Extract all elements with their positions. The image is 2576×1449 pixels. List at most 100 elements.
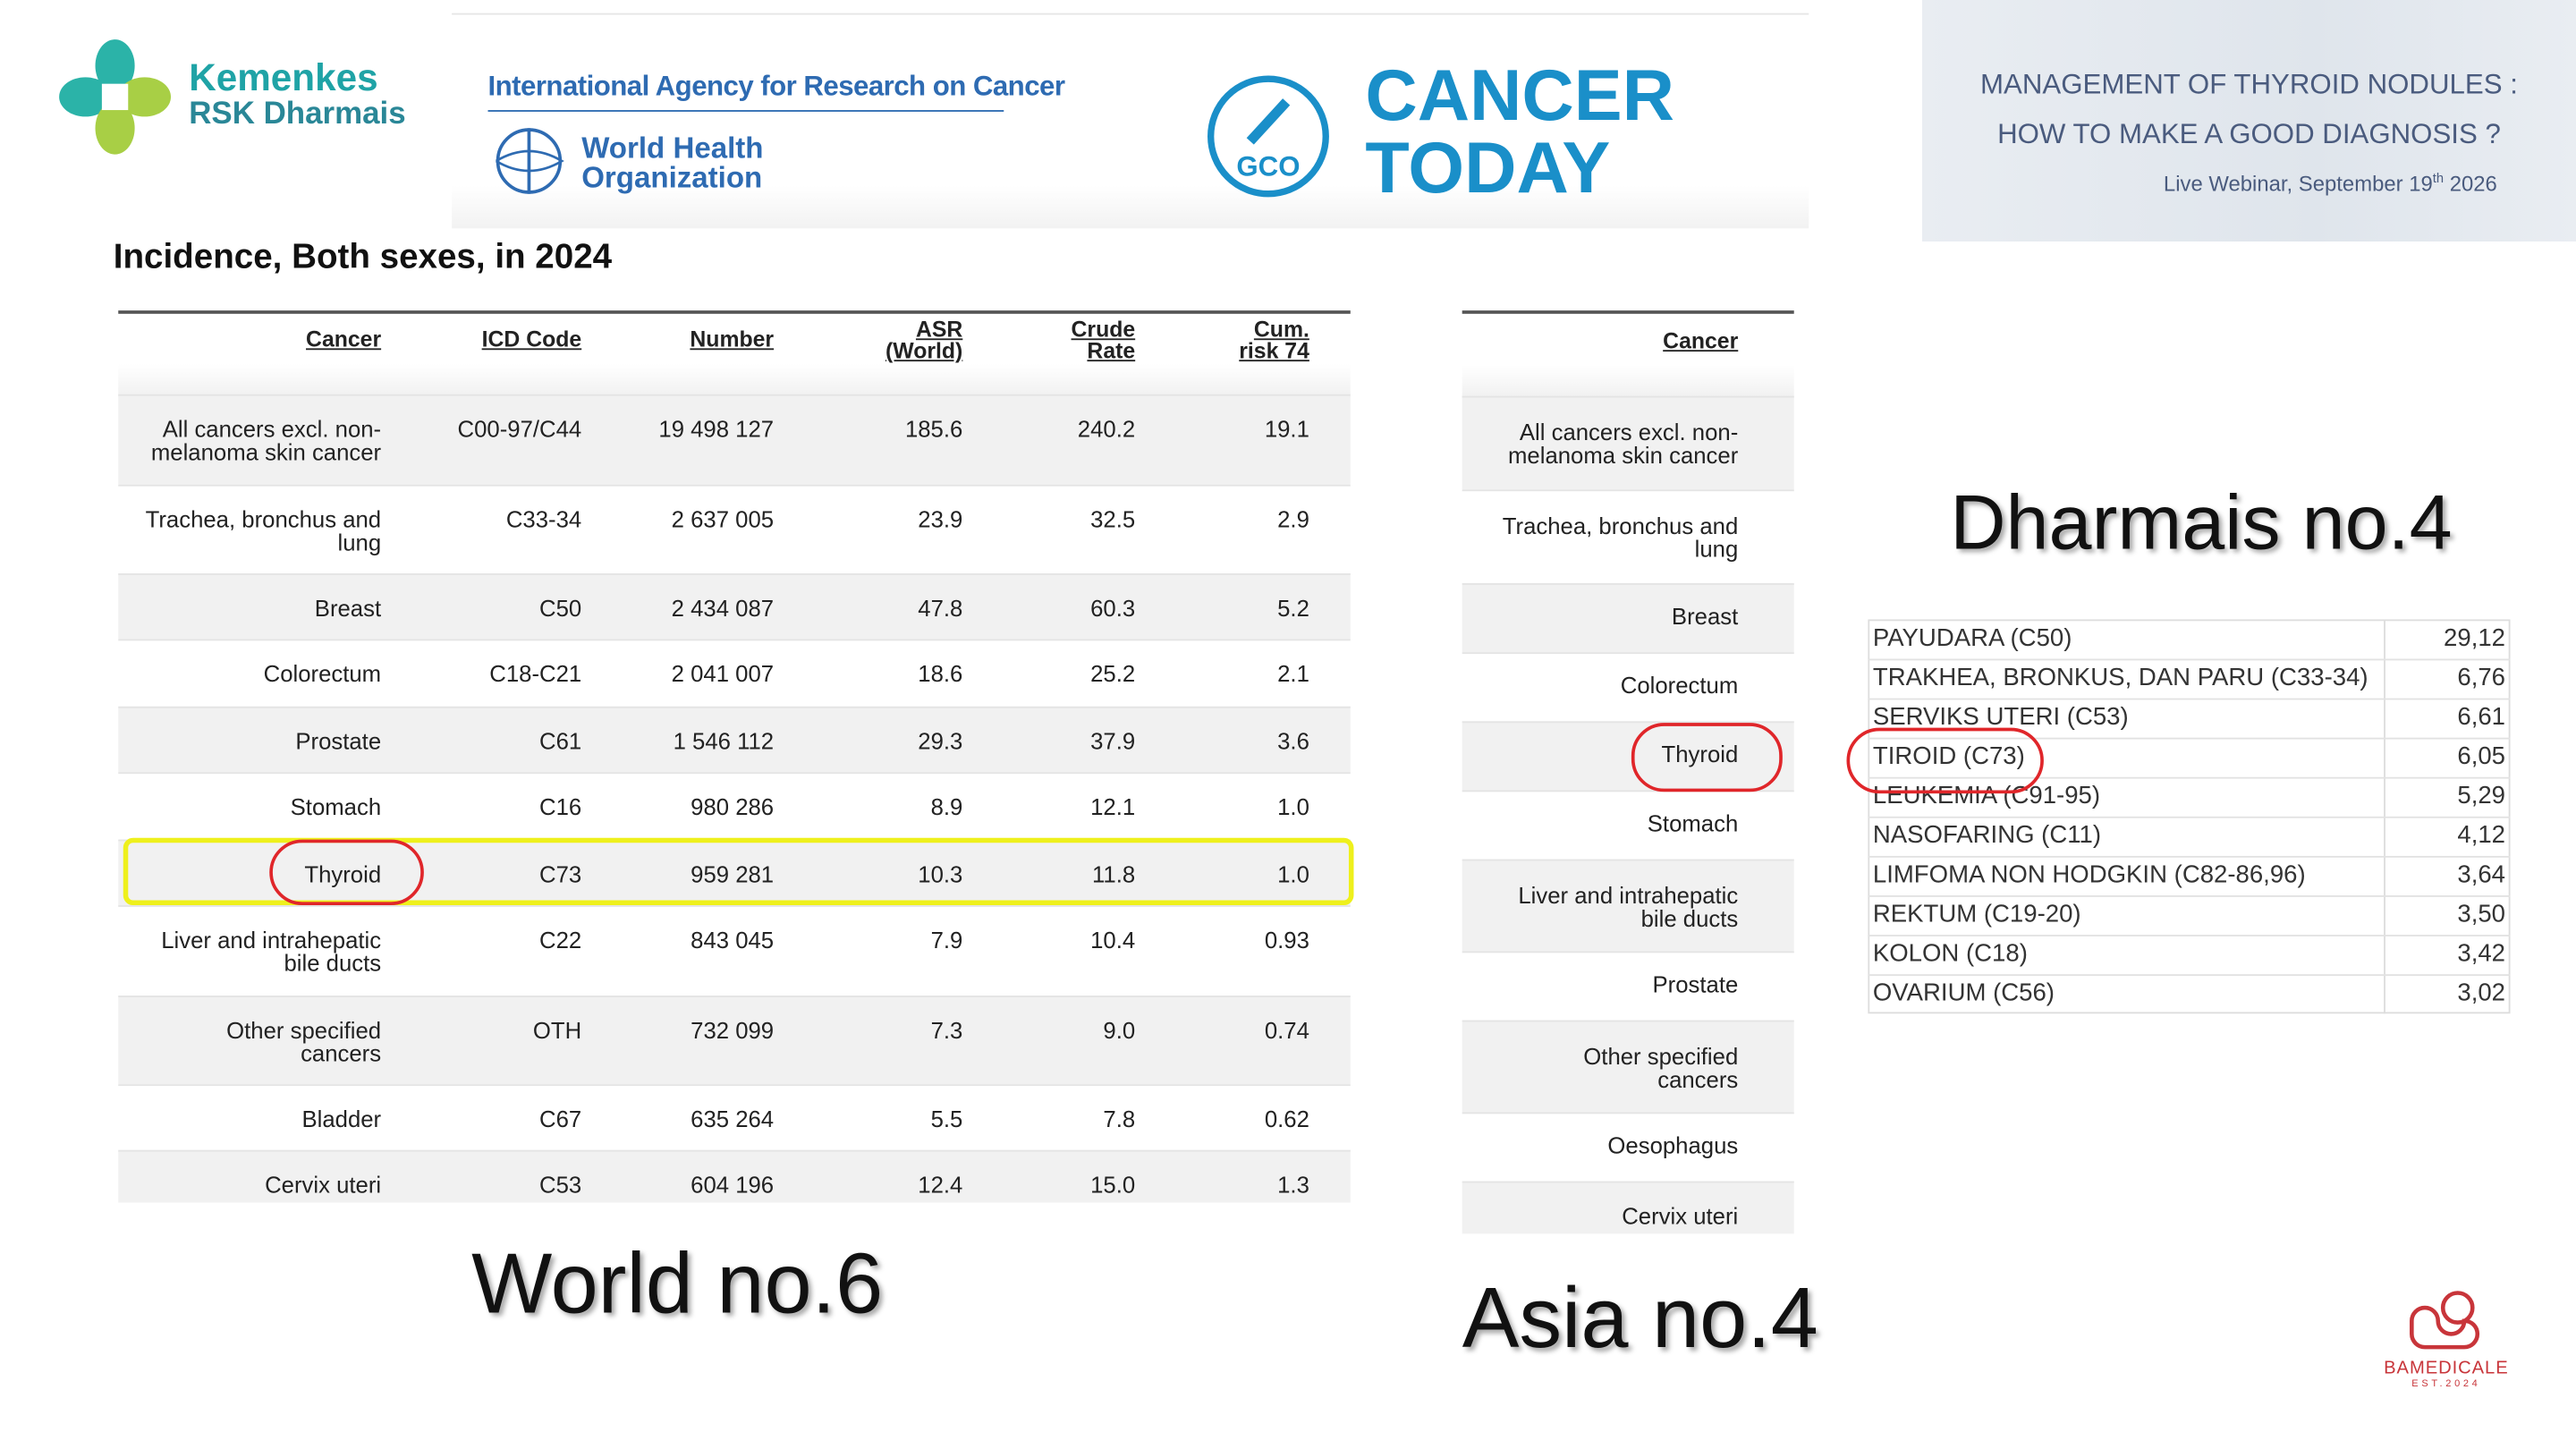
- table-cell: 3,50: [2457, 900, 2506, 928]
- table-cell: 2.1: [1277, 660, 1309, 687]
- highlight-box: [123, 837, 1354, 906]
- table-cell: 7.8: [1103, 1106, 1136, 1132]
- table-cell: Breast: [314, 594, 382, 622]
- webinar-box: [1921, 0, 2576, 242]
- webinar-date: Live Webinar, September 19th 2026: [2164, 171, 2497, 196]
- table-cell: 2 434 087: [671, 594, 775, 622]
- table-cell: TRAKHEA, BRONKUS, DAN PARU (C33-34): [1872, 664, 2368, 692]
- brand-name: BAMEDICALE: [2384, 1358, 2509, 1379]
- cancer-today-1: CANCER: [1365, 55, 1675, 137]
- column-header: Cancer: [1663, 328, 1739, 353]
- table-row: [118, 484, 1351, 575]
- table-cell: Bladder: [301, 1106, 382, 1132]
- table-cell: 47.8: [918, 594, 963, 622]
- table-cell: LIMFOMA NON HODGKIN (C82-86,96): [1872, 860, 2306, 889]
- table-cell: 4,12: [2457, 821, 2506, 850]
- table-cell: 10.3: [918, 860, 963, 887]
- table-cell: Prostate: [295, 727, 382, 755]
- column-header: Crude Rate: [1071, 317, 1136, 363]
- table-cell: Liver and intrahepatic bile ducts: [161, 926, 382, 977]
- table-cell: 732 099: [691, 1016, 775, 1044]
- table-cell: Colorectum: [1620, 672, 1739, 699]
- table-cell: 37.9: [1090, 727, 1136, 755]
- iarc-name: International Agency for Research on Can…: [487, 70, 1065, 102]
- table-cell: 0.74: [1264, 1016, 1309, 1044]
- table-cell: 1 546 112: [673, 727, 775, 755]
- who-name-2: Organization: [581, 161, 763, 194]
- table-cell: 5,29: [2457, 782, 2506, 810]
- table-cell: C67: [539, 1106, 582, 1132]
- row-rule: [1868, 816, 2511, 818]
- table-row: [1462, 652, 1794, 724]
- table-cell: 29,12: [2444, 623, 2506, 653]
- table-cell: Oesophagus: [1607, 1131, 1739, 1158]
- iarc-rule: [487, 110, 1004, 112]
- table-cell: 19 498 127: [658, 415, 775, 443]
- brand-est: EST.2024: [2411, 1379, 2481, 1390]
- circle-asia: [1631, 723, 1783, 792]
- table-row: [118, 573, 1351, 641]
- table-cell: 8.9: [930, 793, 963, 820]
- row-rule: [1868, 895, 2511, 897]
- table-cell: KOLON (C18): [1872, 939, 2028, 968]
- table-row: [118, 1084, 1351, 1152]
- table-cell: All cancers excl. non-melanoma skin canc…: [150, 415, 382, 465]
- table-cell: 25.2: [1090, 660, 1136, 687]
- table-cell: 2 041 007: [671, 660, 775, 687]
- table-cell: 6,05: [2457, 742, 2506, 771]
- column-header: Cum. risk 74: [1239, 317, 1309, 363]
- row-rule: [1868, 855, 2511, 858]
- table-cell: Colorectum: [263, 660, 382, 687]
- table-cell: SERVIKS UTERI (C53): [1872, 703, 2129, 732]
- table-row: [1462, 489, 1794, 585]
- table-cell: 1.0: [1277, 793, 1309, 820]
- table-cell: Cervix uteri: [265, 1171, 382, 1198]
- table-cell: 1.3: [1277, 1171, 1309, 1198]
- table-cell: PAYUDARA (C50): [1872, 623, 2072, 653]
- table-cell: 5.2: [1277, 594, 1309, 622]
- table-row: [1462, 790, 1794, 861]
- table-cell: 843 045: [691, 926, 775, 953]
- table-cell: 6,61: [2457, 703, 2506, 732]
- table-row: [118, 394, 1351, 487]
- header-row: [1462, 310, 1794, 400]
- table-cell: 10.4: [1090, 926, 1136, 953]
- table-row: [118, 1149, 1351, 1203]
- table-cell: Thyroid: [304, 860, 382, 887]
- table-cell: OTH: [532, 1016, 582, 1044]
- row-rule: [1868, 698, 2511, 700]
- column-header: Number: [690, 326, 775, 352]
- row-rule: [1868, 737, 2511, 740]
- asia-label: Asia no.4: [1462, 1271, 1818, 1368]
- table-row: [1462, 951, 1794, 1022]
- table-cell: 3,02: [2457, 979, 2506, 1007]
- table-cell: NASOFARING (C11): [1872, 821, 2102, 850]
- table-cell: REKTUM (C19-20): [1872, 900, 2081, 928]
- table-cell: C50: [539, 594, 582, 622]
- table-cell: Stomach: [290, 793, 382, 820]
- table-cell: 7.3: [930, 1016, 963, 1044]
- row-rule: [1868, 658, 2511, 661]
- column-header: ICD Code: [481, 326, 582, 352]
- date-text: Live Webinar, September 19: [2163, 171, 2433, 197]
- table-cell: C53: [539, 1171, 582, 1198]
- table-cell: 60.3: [1090, 594, 1136, 622]
- table-cell: 12.1: [1090, 793, 1136, 820]
- table-cell: 0.62: [1264, 1106, 1309, 1132]
- table-cell: 15.0: [1090, 1171, 1136, 1198]
- table-cell: 7.9: [930, 926, 963, 953]
- table-cell: Prostate: [1652, 970, 1739, 997]
- table-cell: 32.5: [1090, 505, 1136, 533]
- circle-world: [269, 839, 424, 906]
- header-band: [452, 13, 1809, 229]
- date-year: 2026: [2444, 171, 2497, 197]
- table-cell: 6,76: [2457, 664, 2506, 692]
- table-row: [1462, 721, 1794, 792]
- table-cell: 240.2: [1077, 415, 1136, 443]
- brand-logo: [2410, 1291, 2480, 1350]
- table-row: [1462, 1020, 1794, 1114]
- table-cell: 635 264: [691, 1106, 775, 1132]
- table-row: [118, 996, 1351, 1087]
- table-cell: LEUKEMIA (C91-95): [1872, 782, 2101, 810]
